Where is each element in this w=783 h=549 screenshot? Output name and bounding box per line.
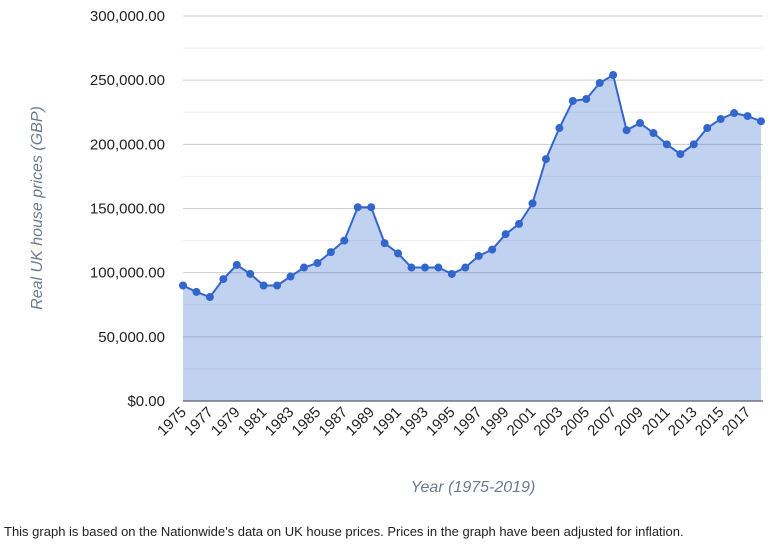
point [622,126,631,135]
point [488,245,497,254]
point [246,269,255,278]
point [555,124,564,133]
point [326,248,335,257]
point [205,293,214,302]
point [192,287,201,296]
point [757,117,765,126]
point [179,281,187,290]
x-tick-label: 2009 [611,404,647,440]
point [609,71,618,80]
y-tick-label: 300,000.00 [90,8,165,25]
point [541,155,550,164]
point [259,281,268,290]
x-tick-label: 2015 [692,404,728,440]
x-tick-label: 1977 [181,404,217,440]
point [528,199,537,208]
x-tick-label: 2017 [719,404,755,440]
x-tick-label: 1991 [369,404,405,440]
point [461,263,470,272]
x-tick-label: 2003 [531,404,567,440]
point [716,115,725,124]
point [662,140,671,149]
point [299,263,308,272]
y-tick-label: 250,000.00 [90,72,165,89]
x-tick-label: 1997 [450,404,486,440]
point [420,263,429,272]
point [340,236,349,245]
point [703,124,712,133]
point [434,263,443,272]
x-tick-label: 1985 [289,404,325,440]
area [183,75,761,402]
point [367,203,376,212]
point [353,203,362,212]
x-tick-label: 1981 [235,404,271,440]
point [394,249,403,258]
point [730,109,739,118]
point [447,269,456,278]
point [313,259,322,268]
point [219,275,228,284]
point [501,230,510,239]
x-tick-label: 1993 [396,404,432,440]
point [286,272,295,281]
y-tick-label: $0.00 [127,393,165,410]
point [232,260,241,269]
point [636,119,645,128]
point [273,281,282,290]
y-axis-title: Real UK house prices (GBP) [29,106,46,310]
x-tick-label: 1987 [316,404,352,440]
point [380,239,389,248]
x-tick-label: 2007 [584,404,620,440]
point [676,150,685,159]
point [595,78,604,87]
x-tick-label: 1983 [262,404,298,440]
point [407,263,416,272]
point [515,219,524,228]
x-tick-label: 2005 [557,404,593,440]
y-tick-label: 50,000.00 [98,329,165,346]
footnote: This graph is based on the Nationwide's … [4,524,684,539]
y-tick-label: 200,000.00 [90,136,165,153]
x-axis-title: Year (1975-2019) [411,479,536,496]
chart: Real UK house prices (GBP) Year (1975-20… [29,8,765,496]
point [743,112,752,121]
x-tick-label: 1995 [423,404,459,440]
y-tick-label: 100,000.00 [90,265,165,282]
point [568,96,577,105]
x-tick-label: 1979 [208,404,244,440]
point [649,129,658,138]
point [689,140,698,149]
x-tick-label: 1999 [477,404,513,440]
x-tick-label: 2011 [639,404,674,439]
y-tick-label: 150,000.00 [90,201,165,218]
point [474,251,483,260]
x-tick-label: 2013 [665,404,701,440]
x-tick-label: 2001 [504,404,540,440]
point [582,95,591,104]
x-tick-label: 1989 [342,404,378,440]
